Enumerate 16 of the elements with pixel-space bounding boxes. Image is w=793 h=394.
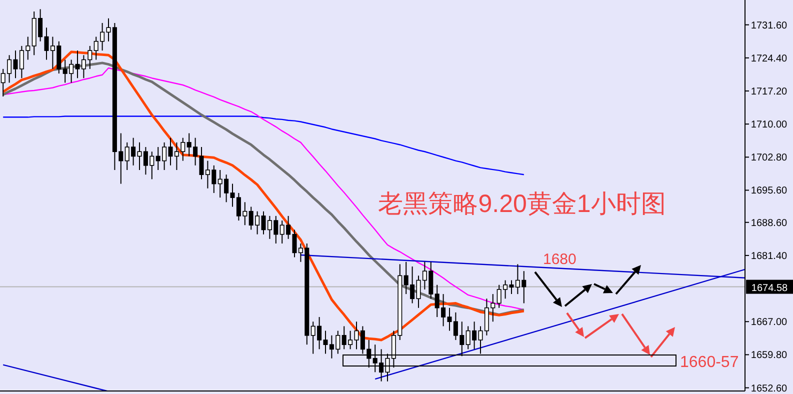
y-tick-label: 1695.60 bbox=[750, 186, 788, 197]
y-tick-label: 1731.60 bbox=[750, 20, 788, 32]
text: 1660-57 bbox=[680, 354, 739, 371]
y-tick-label: 1659.80 bbox=[750, 350, 788, 362]
ref-line-label: 1674.58 bbox=[751, 282, 788, 294]
y-tick-label: 1652.60 bbox=[750, 383, 788, 394]
y-tick-label: 1667.00 bbox=[750, 317, 788, 328]
y-tick-label: 1710.00 bbox=[750, 120, 788, 131]
y-tick-label: 1717.20 bbox=[750, 86, 788, 98]
text: 1680 bbox=[543, 251, 576, 268]
y-tick-label: 1702.80 bbox=[750, 152, 788, 164]
y-tick-label: 1688.60 bbox=[750, 218, 788, 229]
y-tick-label: 1724.40 bbox=[750, 53, 788, 64]
text: 老黑策略9.20黄金1小时图 bbox=[378, 190, 666, 218]
y-tick-label: 1681.40 bbox=[750, 250, 788, 262]
line-series bbox=[2, 116, 524, 176]
